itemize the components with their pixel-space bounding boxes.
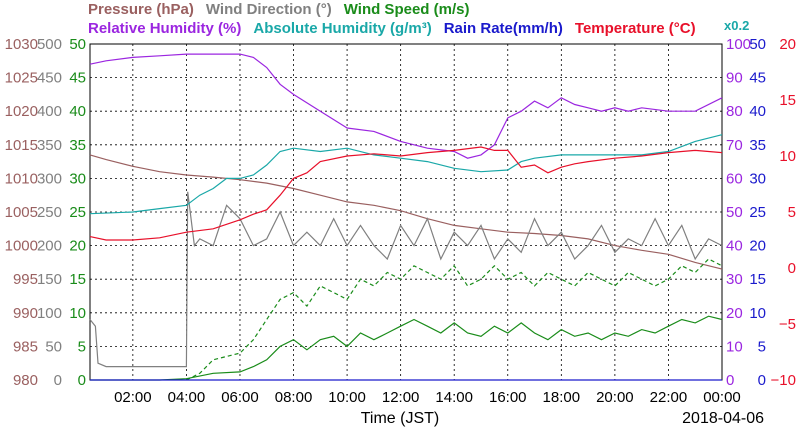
y-tick-label-temperature: 20: [779, 36, 796, 53]
y-tick-label-wind_speed: 0: [78, 372, 86, 389]
y-tick-label-wind_speed: 20: [69, 238, 86, 255]
y-tick-label-rain_rate: 45: [749, 70, 766, 87]
x-tick-label: 06:00: [221, 389, 259, 406]
legend-absolute-humidity: Absolute Humidity (g/m³): [253, 20, 432, 37]
legend-wind-speed: Wind Speed (m/s): [343, 1, 470, 18]
y-tick-label-rain_rate: 0: [758, 372, 766, 389]
y-tick-label-pressure: 1025: [5, 70, 38, 87]
series-line-wind-direction: [89, 191, 723, 368]
x-tick-label: 08:00: [275, 389, 313, 406]
legend-row-2: Relative Humidity (%) Absolute Humidity (…: [88, 20, 708, 37]
y-tick-label-wind_direction: 100: [37, 305, 62, 322]
y-tick-label-wind_direction: 500: [37, 36, 62, 53]
y-tick-label-rain_rate: 15: [749, 271, 766, 288]
y-tick-label-rain_rate: 10: [749, 305, 766, 322]
y-tick-label-wind_speed: 30: [69, 170, 86, 187]
y-tick-label-pressure: 1020: [5, 103, 38, 120]
absolute-humidity-scale-factor: x0.2: [724, 18, 750, 33]
y-tick-label-temperature: 10: [779, 148, 796, 165]
chart-date: 2018-04-06: [682, 410, 764, 427]
y-tick-label-humidity: 40: [726, 238, 743, 255]
y-tick-label-temperature: 0: [788, 260, 796, 277]
y-tick-label-humidity: 100: [726, 36, 751, 53]
y-tick-label-temperature: −10: [771, 372, 796, 389]
y-tick-label-wind_direction: 150: [37, 271, 62, 288]
y-tick-label-pressure: 1000: [5, 238, 38, 255]
y-tick-label-humidity: 20: [726, 305, 743, 322]
x-axis-label: Time (JST): [360, 410, 440, 427]
y-tick-label-pressure: 985: [13, 338, 38, 355]
x-tick-label: 20:00: [596, 389, 634, 406]
series-line-absolute-humidity-g-m: [89, 134, 723, 215]
y-tick-label-rain_rate: 35: [749, 137, 766, 154]
x-tick-label: 16:00: [489, 389, 527, 406]
y-tick-label-wind_direction: 0: [54, 372, 62, 389]
y-tick-label-temperature: −5: [779, 316, 796, 333]
y-tick-label-temperature: 5: [788, 204, 796, 221]
series-line-pressure-hpa: [89, 154, 723, 270]
y-tick-label-rain_rate: 5: [758, 338, 766, 355]
y-tick-label-wind_direction: 300: [37, 170, 62, 187]
x-tick-label: 00:00: [703, 389, 741, 406]
x-tick-label: 18:00: [543, 389, 581, 406]
x-tick-label: 02:00: [114, 389, 152, 406]
y-tick-label-rain_rate: 40: [749, 103, 766, 120]
y-tick-label-wind_speed: 10: [69, 305, 86, 322]
y-tick-label-rain_rate: 20: [749, 238, 766, 255]
legend-wind-direction: Wind Direction (°): [205, 1, 332, 18]
y-tick-label-humidity: 10: [726, 338, 743, 355]
legend-relative-humidity: Relative Humidity (%): [88, 20, 242, 37]
y-tick-label-pressure: 1015: [5, 137, 38, 154]
y-tick-label-pressure: 995: [13, 271, 38, 288]
y-tick-label-wind_speed: 50: [69, 36, 86, 53]
series-line-temperature-c: [89, 146, 723, 241]
y-tick-label-wind_speed: 15: [69, 271, 86, 288]
x-tick-label: 12:00: [382, 389, 420, 406]
legend-row-1: Pressure (hPa) Wind Direction (°) Wind Spe…: [88, 1, 481, 18]
y-tick-label-wind_direction: 350: [37, 137, 62, 154]
series-line-wind-speed-m-s: [90, 315, 723, 381]
y-tick-label-wind_direction: 50: [45, 338, 62, 355]
y-tick-label-wind_direction: 400: [37, 103, 62, 120]
y-tick-label-rain_rate: 30: [749, 170, 766, 187]
y-tick-label-wind_speed: 5: [78, 338, 86, 355]
x-tick-label: 22:00: [650, 389, 688, 406]
y-tick-label-humidity: 60: [726, 170, 743, 187]
x-tick-label: 14:00: [435, 389, 473, 406]
y-tick-label-rain_rate: 50: [749, 36, 766, 53]
series-line-wind-speed-m-s-gust: [186, 258, 723, 381]
series-line-relative-humidity: [89, 53, 723, 159]
y-tick-label-temperature: 15: [779, 92, 796, 109]
y-tick-label-wind_direction: 450: [37, 70, 62, 87]
y-tick-label-humidity: 70: [726, 137, 743, 154]
legend-pressure: Pressure (hPa): [88, 1, 194, 18]
y-tick-label-pressure: 1030: [5, 36, 38, 53]
y-tick-label-humidity: 30: [726, 271, 743, 288]
y-tick-label-wind_speed: 45: [69, 70, 86, 87]
y-tick-label-pressure: 990: [13, 305, 38, 322]
y-tick-label-wind_speed: 35: [69, 137, 86, 154]
legend-rain-rate: Rain Rate(mm/h): [443, 20, 563, 37]
y-tick-label-rain_rate: 25: [749, 204, 766, 221]
y-tick-label-pressure: 1010: [5, 170, 38, 187]
y-tick-label-wind_direction: 200: [37, 238, 62, 255]
x-tick-label: 10:00: [328, 389, 366, 406]
y-tick-label-humidity: 50: [726, 204, 743, 221]
y-tick-label-humidity: 0: [726, 372, 734, 389]
y-tick-label-wind_direction: 250: [37, 204, 62, 221]
y-tick-label-wind_speed: 40: [69, 103, 86, 120]
legend-temperature: Temperature (°C): [574, 20, 696, 37]
y-tick-label-wind_speed: 25: [69, 204, 86, 221]
y-tick-label-pressure: 1005: [5, 204, 38, 221]
x-tick-label: 04:00: [168, 389, 206, 406]
y-tick-label-humidity: 90: [726, 70, 743, 87]
y-tick-label-humidity: 80: [726, 103, 743, 120]
y-tick-label-pressure: 980: [13, 372, 38, 389]
